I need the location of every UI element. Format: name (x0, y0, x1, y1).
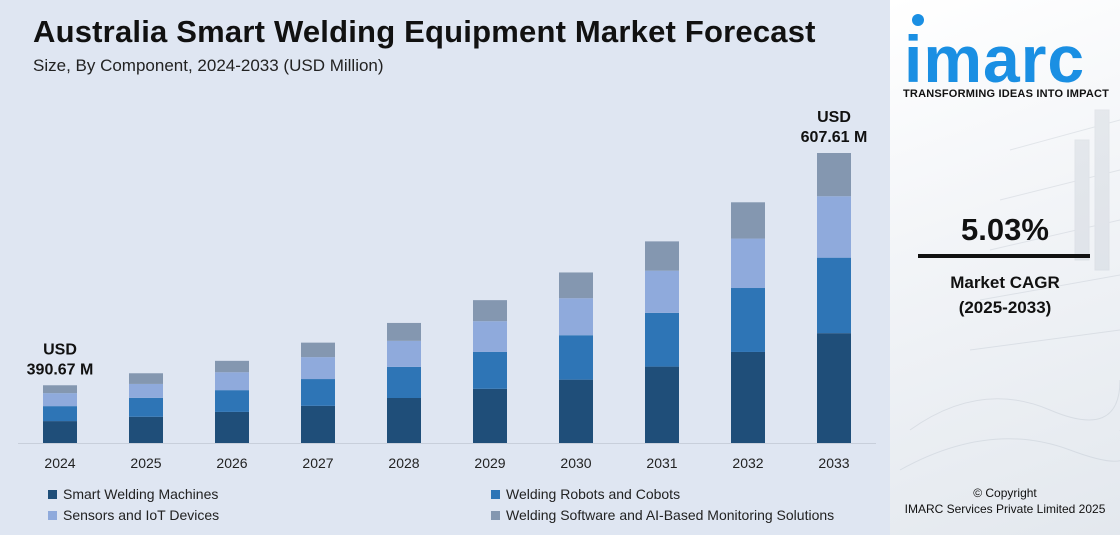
copyright: © Copyright IMARC Services Private Limit… (890, 485, 1120, 517)
bar-segment-2031-1 (645, 366, 679, 443)
bar-segment-2028-4 (387, 322, 421, 341)
bar-segment-2026-4 (215, 360, 249, 373)
bar-segment-2029-3 (473, 321, 507, 352)
logo-tagline: TRANSFORMING IDEAS INTO IMPACT (903, 88, 1110, 100)
bar-segment-2030-3 (559, 298, 593, 336)
bar-segment-2029-1 (473, 388, 507, 443)
total-label-value: 390.67 M (27, 361, 94, 378)
chart-legend: Smart Welding Machines Welding Robots and… (48, 486, 878, 530)
bar-segment-2032-4 (731, 202, 765, 239)
x-tick-label: 2033 (818, 455, 849, 471)
x-tick-label: 2031 (646, 455, 677, 471)
bar-segment-2024-1 (43, 421, 77, 443)
bar-segment-2030-2 (559, 335, 593, 380)
bar-segment-2024-4 (43, 385, 77, 394)
x-tick-label: 2032 (732, 455, 763, 471)
x-tick-label: 2025 (130, 455, 161, 471)
bar-segment-2029-4 (473, 300, 507, 322)
legend-label: Welding Software and AI-Based Monitoring… (506, 507, 835, 523)
bar-segment-2033-2 (817, 257, 851, 334)
bar-segment-2032-1 (731, 351, 765, 443)
total-label-value: 607.61 M (801, 129, 868, 146)
chart-title: Australia Smart Welding Equipment Market… (33, 14, 816, 49)
bar-segment-2025-4 (129, 373, 163, 384)
bar-segment-2027-2 (301, 379, 335, 406)
imarc-logo: imarc (904, 14, 1085, 90)
bar-segment-2031-2 (645, 312, 679, 367)
bar-segment-2025-1 (129, 416, 163, 443)
bar-segment-2026-3 (215, 372, 249, 391)
x-tick-label: 2027 (302, 455, 333, 471)
cagr-label: Market CAGR (2025-2033) (890, 270, 1120, 320)
bar-segment-2033-1 (817, 333, 851, 443)
x-tick-label: 2026 (216, 455, 247, 471)
bar-segment-2025-2 (129, 397, 163, 417)
legend-label: Smart Welding Machines (63, 486, 219, 502)
legend-label: Welding Robots and Cobots (506, 486, 681, 502)
bar-segment-2031-3 (645, 270, 679, 313)
background-decoration (899, 109, 1120, 471)
x-tick-label: 2030 (560, 455, 591, 471)
cagr-label-line2: (2025-2033) (958, 298, 1052, 317)
legend-swatch (48, 510, 57, 520)
legend-item: Welding Robots and Cobots (491, 486, 680, 502)
legend-swatch (48, 489, 57, 499)
bar-segment-2032-2 (731, 288, 765, 352)
bar-segment-2029-2 (473, 351, 507, 389)
bar-segment-2024-3 (43, 393, 77, 407)
svg-text:imarc: imarc (904, 22, 1085, 90)
legend-label: Sensors and IoT Devices (63, 507, 220, 523)
x-tick-label: 2029 (474, 455, 505, 471)
bar-segment-2030-4 (559, 272, 593, 299)
bar-segment-2028-2 (387, 366, 421, 398)
chart-subtitle: Size, By Component, 2024-2033 (USD Milli… (33, 56, 384, 75)
bar-segment-2026-1 (215, 411, 249, 443)
bar-segment-2027-3 (301, 357, 335, 380)
legend-item: Smart Welding Machines (48, 486, 218, 502)
total-label-unit: USD (43, 341, 77, 358)
legend-swatch (491, 489, 500, 499)
x-tick-label: 2024 (44, 455, 75, 471)
legend-item: Welding Software and AI-Based Monitoring… (491, 507, 834, 523)
legend-swatch (491, 510, 500, 520)
copyright-line1: © Copyright (973, 486, 1037, 500)
bar-segment-2026-2 (215, 390, 249, 412)
bar-segment-2028-3 (387, 340, 421, 367)
x-tick-label: 2028 (388, 455, 419, 471)
bar-segment-2025-3 (129, 383, 163, 398)
bar-segment-2024-2 (43, 406, 77, 422)
info-sidebar: imarc TRANSFORMING IDEAS INTO IMPACT 5.0… (890, 0, 1120, 535)
cagr-label-line1: Market CAGR (950, 273, 1060, 292)
bar-segment-2027-1 (301, 405, 335, 443)
bar-segment-2033-3 (817, 196, 851, 258)
bar-segment-2032-3 (731, 238, 765, 289)
bar-segment-2031-4 (645, 241, 679, 271)
bar-segment-2028-1 (387, 397, 421, 443)
bar-segment-2030-1 (559, 379, 593, 443)
bar-segment-2027-4 (301, 342, 335, 358)
cagr-divider (918, 254, 1090, 258)
copyright-line2: IMARC Services Private Limited 2025 (904, 502, 1106, 516)
total-label-unit: USD (817, 109, 851, 126)
cagr-value: 5.03% (961, 212, 1049, 247)
legend-item: Sensors and IoT Devices (48, 507, 219, 523)
stacked-bar-chart: 2024 USD 390.67 M 2025 2026 2027 2028 2029 2030 2… (18, 109, 876, 471)
bar-segment-2033-4 (817, 153, 851, 197)
chart-panel: Australia Smart Welding Equipment Market… (0, 0, 890, 535)
